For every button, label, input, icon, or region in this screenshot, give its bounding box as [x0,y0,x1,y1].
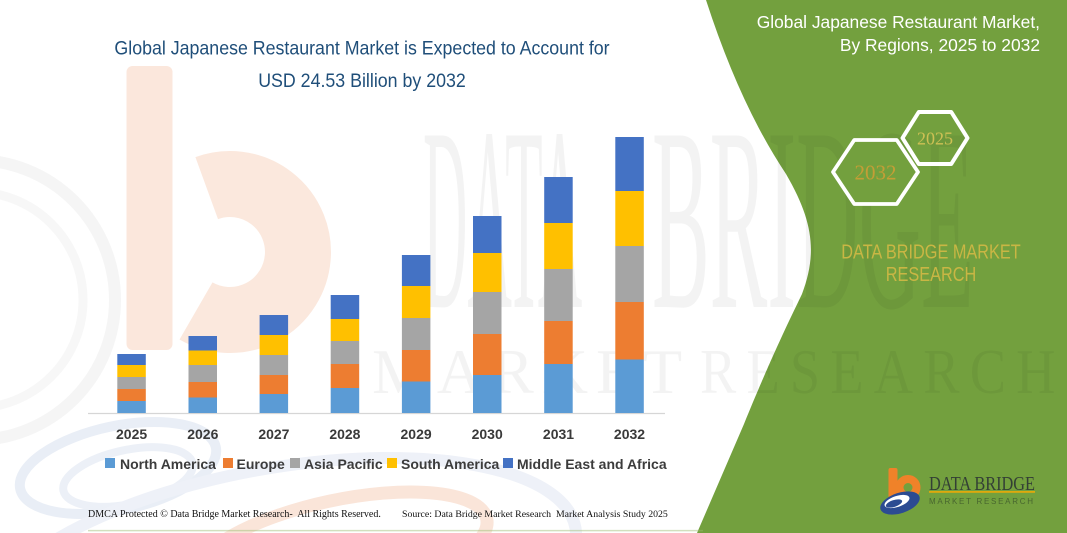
svg-text:RESEARCH: RESEARCH [700,336,1066,407]
svg-text:2032: 2032 [855,161,897,185]
svg-text:DATA BRIDGE: DATA BRIDGE [929,473,1035,495]
svg-text:2025: 2025 [917,129,953,149]
svg-text:BRIDGE: BRIDGE [652,75,974,365]
svg-text:MARKET RESEARCH: MARKET RESEARCH [929,497,1035,506]
